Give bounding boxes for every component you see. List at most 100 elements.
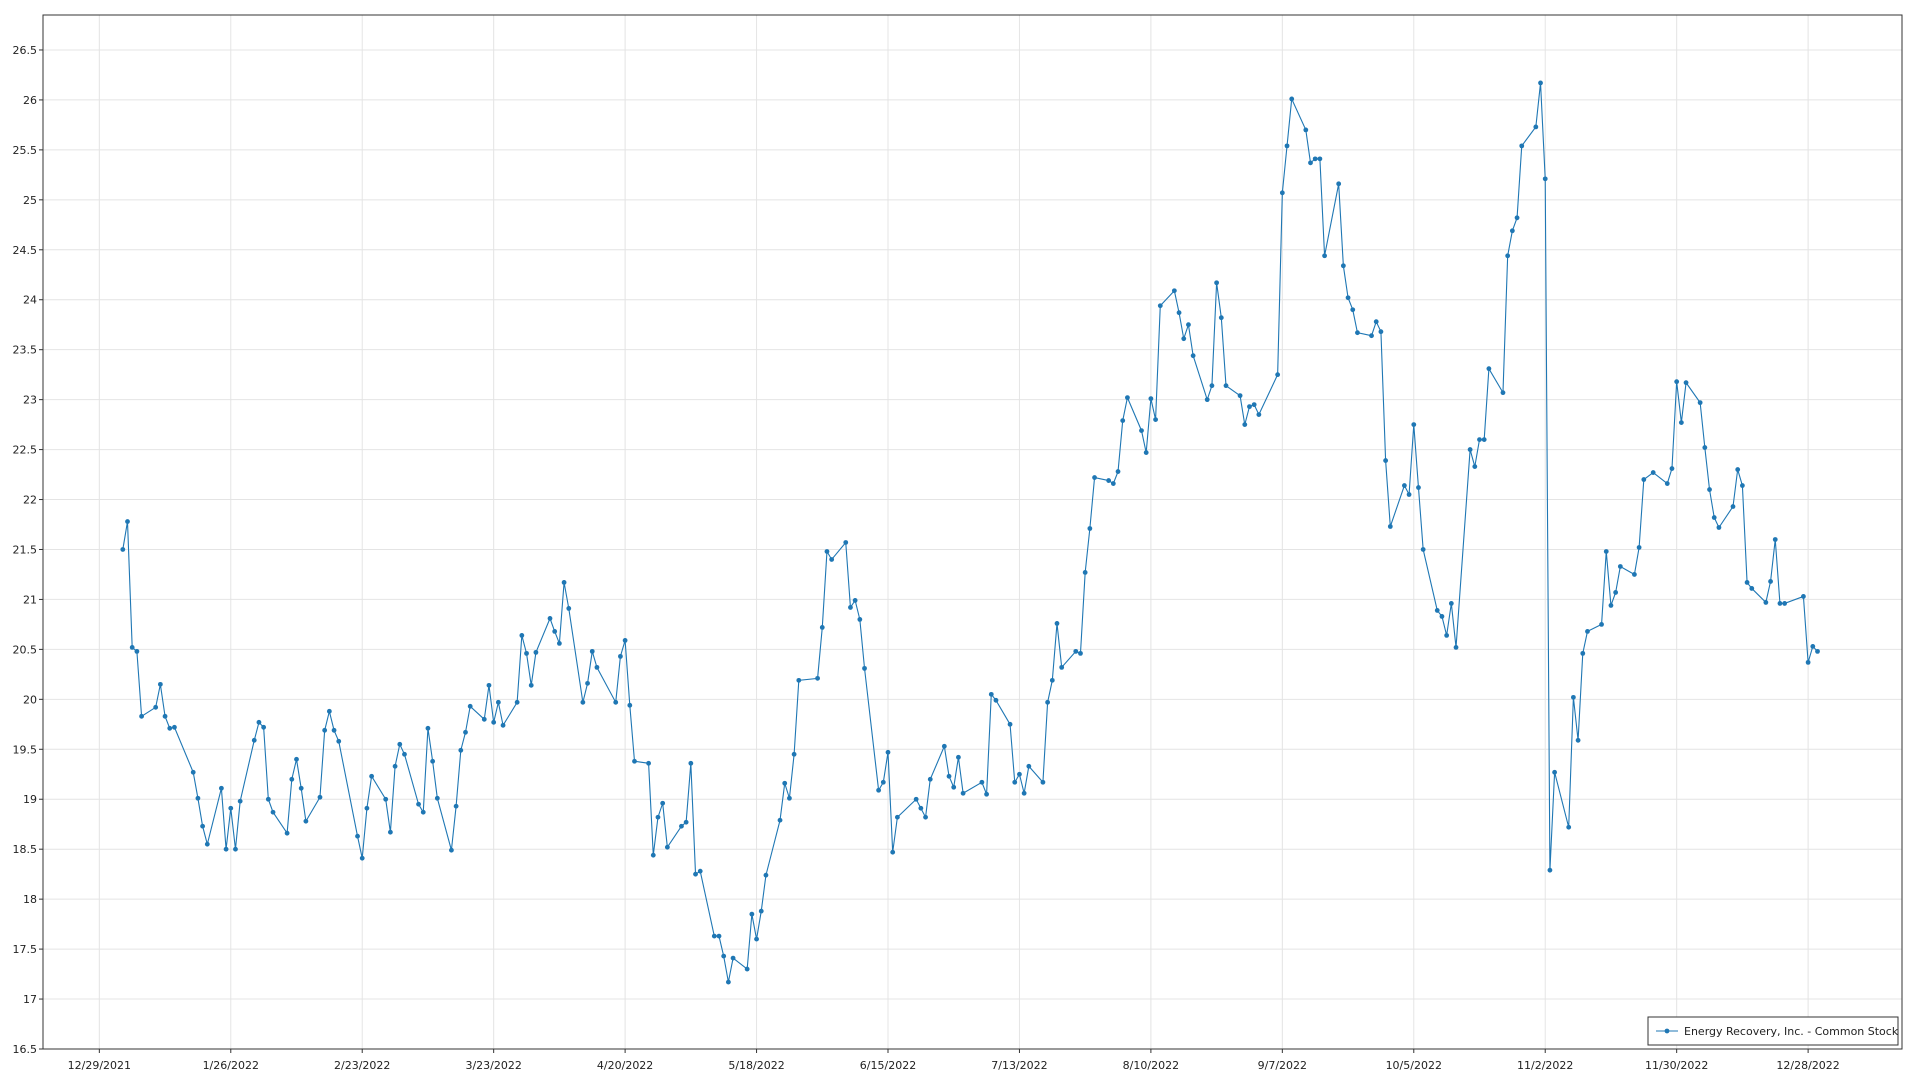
data-point xyxy=(449,847,454,853)
data-point xyxy=(627,702,633,708)
data-point xyxy=(1110,481,1116,486)
data-point xyxy=(1697,400,1703,406)
data-point xyxy=(1500,390,1506,396)
data-point xyxy=(1486,366,1492,372)
data-point xyxy=(1012,779,1018,785)
data-point xyxy=(1782,601,1788,606)
data-point xyxy=(1026,763,1032,769)
data-point xyxy=(1148,396,1154,402)
data-point xyxy=(359,855,365,861)
data-point xyxy=(1777,601,1783,606)
y-tick-label: 25.5 xyxy=(13,144,38,157)
data-point xyxy=(1312,156,1318,162)
data-point xyxy=(1190,353,1196,359)
data-point xyxy=(1242,422,1248,428)
data-point xyxy=(1059,664,1065,670)
data-point xyxy=(711,933,717,939)
data-point xyxy=(528,682,534,688)
y-tick-label: 17.5 xyxy=(13,943,38,956)
data-point xyxy=(120,547,126,552)
data-point xyxy=(495,699,501,705)
data-point xyxy=(1641,477,1647,482)
data-point xyxy=(1716,525,1722,530)
data-point xyxy=(397,741,403,747)
data-point xyxy=(585,680,590,686)
data-point xyxy=(139,713,144,719)
y-tick-label: 23.5 xyxy=(13,344,38,357)
legend-marker xyxy=(1664,1028,1670,1034)
data-point xyxy=(1763,600,1769,605)
data-point xyxy=(1078,650,1083,656)
x-tick-label: 12/29/2021 xyxy=(68,1059,131,1072)
data-point xyxy=(1125,395,1130,401)
data-point xyxy=(1735,467,1741,472)
data-point xyxy=(331,727,337,733)
data-point xyxy=(1664,481,1670,486)
data-point xyxy=(1106,478,1112,483)
data-point xyxy=(993,697,999,703)
data-point xyxy=(1073,648,1079,654)
data-point xyxy=(1373,319,1379,325)
data-point xyxy=(1566,824,1572,830)
data-point xyxy=(434,795,440,801)
data-point xyxy=(660,800,666,806)
data-point xyxy=(1336,181,1342,187)
data-point xyxy=(1340,263,1346,269)
data-point xyxy=(1580,650,1586,656)
data-point xyxy=(848,605,853,610)
data-point xyxy=(1467,447,1473,452)
data-point xyxy=(1772,537,1778,542)
data-point xyxy=(1509,228,1515,234)
data-point xyxy=(162,713,168,719)
data-point xyxy=(1355,330,1360,336)
data-point xyxy=(1575,737,1581,743)
data-point xyxy=(1040,779,1046,785)
data-point xyxy=(1087,526,1093,531)
data-point xyxy=(458,747,464,753)
data-point xyxy=(951,784,957,790)
data-point xyxy=(364,805,370,811)
data-point xyxy=(857,617,863,622)
data-point xyxy=(369,773,375,779)
data-point xyxy=(589,648,595,654)
data-point xyxy=(467,703,473,709)
y-tick-label: 20 xyxy=(23,693,37,706)
data-point xyxy=(1256,412,1262,418)
data-point xyxy=(1247,404,1252,410)
data-point xyxy=(1801,594,1806,599)
data-point xyxy=(552,629,558,634)
data-point xyxy=(960,790,966,796)
data-point xyxy=(1617,564,1623,569)
data-point xyxy=(679,823,684,829)
data-point xyxy=(791,751,797,757)
data-point xyxy=(233,846,238,852)
data-point xyxy=(1570,694,1576,700)
y-tick-label: 25 xyxy=(23,194,37,207)
data-point xyxy=(1223,383,1229,389)
data-point xyxy=(1284,143,1290,149)
data-point xyxy=(664,844,670,850)
data-point xyxy=(556,640,562,646)
data-point xyxy=(880,779,886,785)
data-point xyxy=(979,779,985,785)
data-point xyxy=(1157,303,1163,309)
data-point xyxy=(1739,483,1745,488)
y-tick-label: 21 xyxy=(23,593,37,606)
data-point xyxy=(894,814,900,820)
data-point xyxy=(1143,450,1149,455)
data-point xyxy=(228,805,234,811)
data-point xyxy=(1768,579,1773,584)
data-point xyxy=(1481,437,1487,442)
data-point xyxy=(1279,190,1285,196)
data-point xyxy=(796,677,802,683)
data-point xyxy=(1707,487,1712,492)
data-point xyxy=(561,580,567,585)
data-point xyxy=(594,664,600,670)
data-point xyxy=(416,801,421,807)
data-point xyxy=(251,737,257,743)
x-tick-label: 9/7/2022 xyxy=(1258,1059,1307,1072)
data-point xyxy=(862,665,867,671)
y-tick-label: 26.5 xyxy=(13,44,38,57)
y-tick-label: 16.5 xyxy=(13,1043,38,1056)
